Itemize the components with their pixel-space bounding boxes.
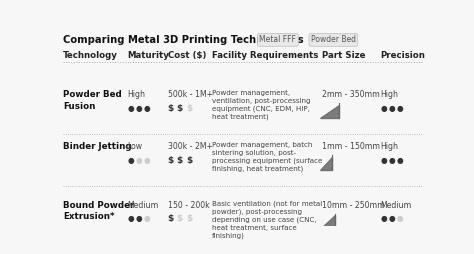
Polygon shape — [320, 157, 332, 170]
Text: ●: ● — [397, 214, 403, 223]
Text: Powder Bed
Fusion: Powder Bed Fusion — [63, 90, 122, 111]
Text: Medium: Medium — [127, 201, 158, 210]
Text: $: $ — [168, 104, 174, 113]
Text: Facility Requirements: Facility Requirements — [212, 51, 318, 60]
Text: Medium: Medium — [381, 201, 412, 210]
Text: ●: ● — [389, 214, 395, 223]
Text: ●: ● — [135, 156, 142, 165]
Text: Precision: Precision — [381, 51, 426, 60]
Text: Binder Jetting: Binder Jetting — [63, 142, 132, 151]
Text: ●: ● — [389, 156, 395, 165]
Text: Powder management, batch
sintering solution, post-
processing equipment (surface: Powder management, batch sintering solut… — [212, 142, 322, 172]
Polygon shape — [320, 215, 335, 229]
Text: Part Size: Part Size — [322, 51, 365, 60]
Text: $: $ — [186, 214, 192, 223]
Text: ●: ● — [143, 156, 150, 165]
Text: Cost ($): Cost ($) — [168, 51, 206, 60]
Text: ●: ● — [381, 104, 387, 113]
Text: ●: ● — [127, 214, 134, 223]
Text: ●: ● — [381, 156, 387, 165]
Text: Bound Powder
Extrusion*: Bound Powder Extrusion* — [63, 201, 134, 221]
Text: ●: ● — [397, 156, 403, 165]
Text: High: High — [381, 90, 399, 99]
Text: 1mm - 150mm: 1mm - 150mm — [322, 142, 380, 151]
Text: Comparing Metal 3D Printing Technologies: Comparing Metal 3D Printing Technologies — [63, 35, 303, 45]
Text: $: $ — [186, 156, 192, 165]
Text: 300k - 2M+: 300k - 2M+ — [168, 142, 212, 151]
Text: ●: ● — [135, 104, 142, 113]
Text: 2mm - 350mm: 2mm - 350mm — [322, 90, 380, 99]
Text: High: High — [381, 142, 399, 151]
Text: Powder management,
ventilation, post-processing
equipment (CNC, EDM, HIP,
heat t: Powder management, ventilation, post-pro… — [212, 90, 310, 120]
Polygon shape — [320, 105, 339, 118]
Text: Basic ventilation (not for metal
powder), post-processing
depending on use case : Basic ventilation (not for metal powder)… — [212, 201, 322, 239]
Text: Low: Low — [127, 142, 142, 151]
Text: $: $ — [177, 104, 183, 113]
Text: ●: ● — [143, 104, 150, 113]
Text: $: $ — [186, 104, 192, 113]
Text: ●: ● — [127, 156, 134, 165]
Text: 10mm - 250mm: 10mm - 250mm — [322, 201, 385, 210]
Text: ●: ● — [381, 214, 387, 223]
Text: 500k - 1M+: 500k - 1M+ — [168, 90, 213, 99]
Text: Maturity: Maturity — [127, 51, 169, 60]
Text: ●: ● — [135, 214, 142, 223]
Text: $: $ — [168, 156, 174, 165]
Text: Metal FFF: Metal FFF — [259, 35, 296, 44]
Text: $: $ — [177, 156, 183, 165]
Text: Powder Bed: Powder Bed — [311, 35, 356, 44]
Text: High: High — [127, 90, 145, 99]
Text: Technology: Technology — [63, 51, 118, 60]
Text: ●: ● — [389, 104, 395, 113]
Text: ●: ● — [127, 104, 134, 113]
Text: ●: ● — [143, 214, 150, 223]
Text: ●: ● — [397, 104, 403, 113]
Text: 150 - 200k: 150 - 200k — [168, 201, 210, 210]
Text: $: $ — [177, 214, 183, 223]
Text: $: $ — [168, 214, 174, 223]
